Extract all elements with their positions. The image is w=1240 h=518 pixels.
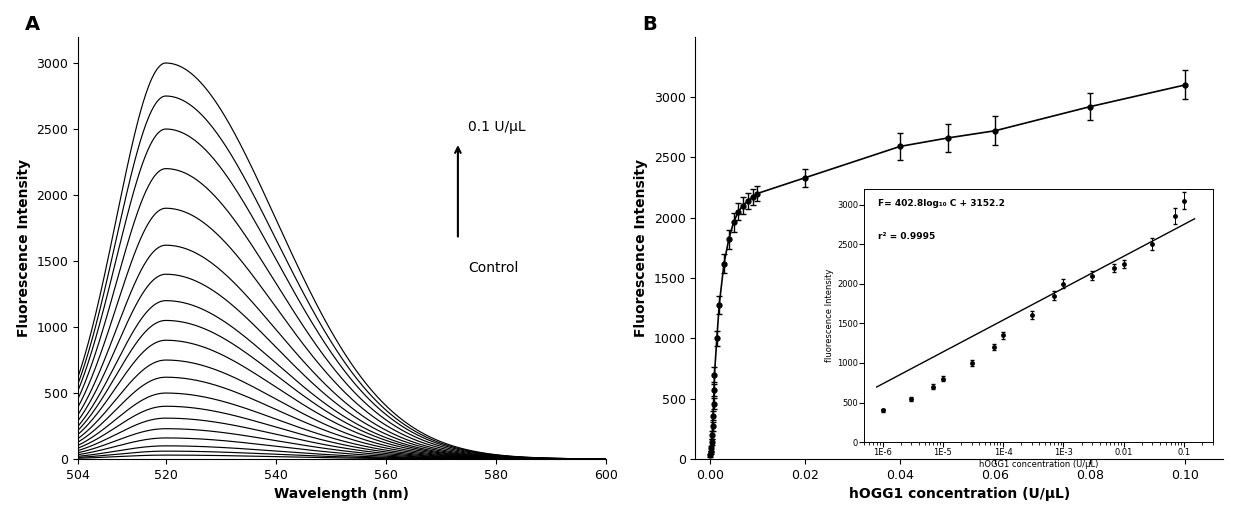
X-axis label: Wavelength (nm): Wavelength (nm) <box>274 487 409 501</box>
Text: B: B <box>642 16 657 35</box>
Y-axis label: Fluorescence Intensity: Fluorescence Intensity <box>16 159 31 337</box>
Y-axis label: Fluorescence Intensity: Fluorescence Intensity <box>635 159 649 337</box>
X-axis label: hOGG1 concentration (U/μL): hOGG1 concentration (U/μL) <box>848 487 1070 501</box>
Text: 0.1 U/μL: 0.1 U/μL <box>469 120 526 134</box>
Text: A: A <box>25 16 40 35</box>
Text: Control: Control <box>469 261 518 275</box>
